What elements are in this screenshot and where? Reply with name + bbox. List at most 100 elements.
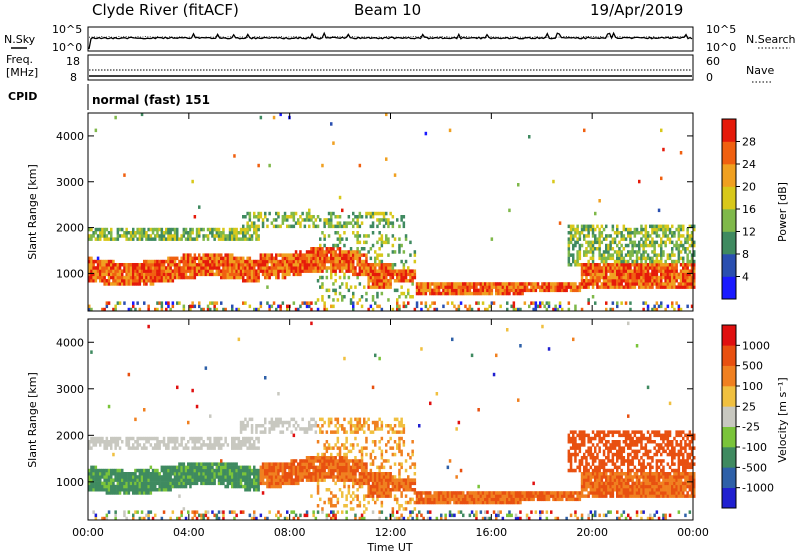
heatmap-cell	[284, 472, 287, 476]
heatmap-cell	[242, 427, 245, 431]
heatmap-cell	[326, 446, 329, 450]
heatmap-cell	[189, 462, 192, 466]
heatmap-cell	[348, 421, 351, 425]
heatmap-cell	[279, 421, 282, 425]
heatmap-cell	[275, 424, 278, 428]
heatmap-cell	[345, 510, 348, 514]
heatmap-cell	[612, 285, 615, 289]
heatmap-cell	[345, 285, 348, 289]
heatmap-cell	[213, 263, 216, 267]
heatmap-cell	[400, 453, 403, 457]
heatmap-cell	[103, 469, 106, 473]
heatmap-cell	[290, 472, 293, 476]
heatmap-cell	[473, 491, 476, 495]
heatmap-cell	[414, 501, 417, 505]
heatmap-cell	[326, 488, 329, 492]
heatmap-cell	[99, 269, 102, 273]
heatmap-cell	[392, 273, 395, 277]
heatmap-cell	[196, 469, 199, 473]
heatmap-cell	[625, 279, 628, 283]
heatmap-cell	[321, 260, 324, 264]
heatmap-cell	[662, 276, 665, 280]
heatmap-cell	[288, 466, 291, 470]
heatmap-cell	[326, 440, 329, 444]
heatmap-cell	[202, 234, 205, 238]
heatmap-cell	[211, 482, 214, 486]
heatmap-cell	[172, 228, 175, 232]
heatmap-cell	[275, 469, 278, 473]
heatmap-cell	[167, 273, 170, 277]
heatmap-cell	[196, 263, 199, 267]
heatmap-cell	[176, 231, 179, 235]
heatmap-cell	[405, 488, 408, 492]
heatmap-cell	[678, 253, 681, 257]
heatmap-cell	[460, 498, 463, 502]
heatmap-cell	[101, 228, 104, 232]
heatmap-cell	[134, 491, 137, 495]
heatmap-cell	[638, 282, 641, 286]
heatmap-cell	[161, 269, 164, 273]
heatmap-cell	[242, 466, 245, 470]
heatmap-cell	[161, 440, 164, 444]
heatmap-cell	[339, 466, 342, 470]
heatmap-cell	[220, 510, 223, 514]
heatmap-cell	[112, 282, 115, 286]
heatmap-cell	[194, 263, 197, 267]
heatmap-cell	[334, 504, 337, 508]
heatmap-cell	[640, 266, 643, 270]
heatmap-cell	[387, 218, 390, 222]
heatmap-cell	[574, 282, 577, 286]
heatmap-cell	[240, 257, 243, 261]
heatmap-cell	[143, 472, 146, 476]
heatmap-cell	[253, 482, 256, 486]
heatmap-cell	[374, 472, 377, 476]
heatmap-cell	[682, 260, 685, 264]
heatmap-cell	[277, 276, 280, 280]
heatmap-cell	[330, 260, 333, 264]
heatmap-cell	[356, 424, 359, 428]
heatmap-cell	[372, 298, 375, 302]
heatmap-cell	[158, 475, 161, 479]
heatmap-cell	[689, 244, 692, 248]
heatmap-cell	[229, 260, 232, 264]
heatmap-cell	[235, 482, 238, 486]
heatmap-cell	[374, 488, 377, 492]
heatmap-cell	[266, 482, 269, 486]
heatmap-cell	[145, 282, 148, 286]
heatmap-cell	[389, 212, 392, 216]
heatmap-cell	[231, 266, 234, 270]
heatmap-cell	[598, 234, 601, 238]
heatmap-cell	[667, 279, 670, 283]
heatmap-cell	[354, 418, 357, 422]
heatmap-cell	[356, 469, 359, 473]
heatmap-cell	[213, 266, 216, 270]
heatmap-cell	[453, 289, 456, 293]
heatmap-cell	[519, 292, 522, 296]
heatmap-cell	[623, 237, 626, 241]
heatmap-cell	[339, 462, 342, 466]
heatmap-cell	[634, 273, 637, 277]
heatmap-cell	[394, 173, 397, 177]
heatmap-cell	[376, 295, 379, 299]
heatmap-cell	[574, 305, 577, 309]
heatmap-cell	[359, 462, 362, 466]
heatmap-cell	[361, 295, 364, 299]
heatmap-cell	[293, 218, 296, 222]
heatmap-cell	[154, 514, 157, 518]
heatmap-cell	[449, 491, 452, 495]
heatmap-cell	[385, 279, 388, 283]
freq-panel: Freq. [MHz] 18 8 60 0 Nave	[6, 53, 774, 84]
heatmap-cell	[345, 430, 348, 434]
heatmap-cell	[345, 253, 348, 257]
heatmap-cell	[664, 266, 667, 270]
heatmap-cell	[378, 491, 381, 495]
heatmap-cell	[418, 510, 421, 514]
heatmap-cell	[673, 269, 676, 273]
heatmap-cell	[341, 269, 344, 273]
heatmap-cell	[356, 466, 359, 470]
heatmap-cell	[374, 491, 377, 495]
heatmap-cell	[213, 482, 216, 486]
heatmap-cell	[260, 253, 263, 257]
heatmap-cell	[185, 446, 188, 450]
heatmap-cell	[411, 440, 414, 444]
